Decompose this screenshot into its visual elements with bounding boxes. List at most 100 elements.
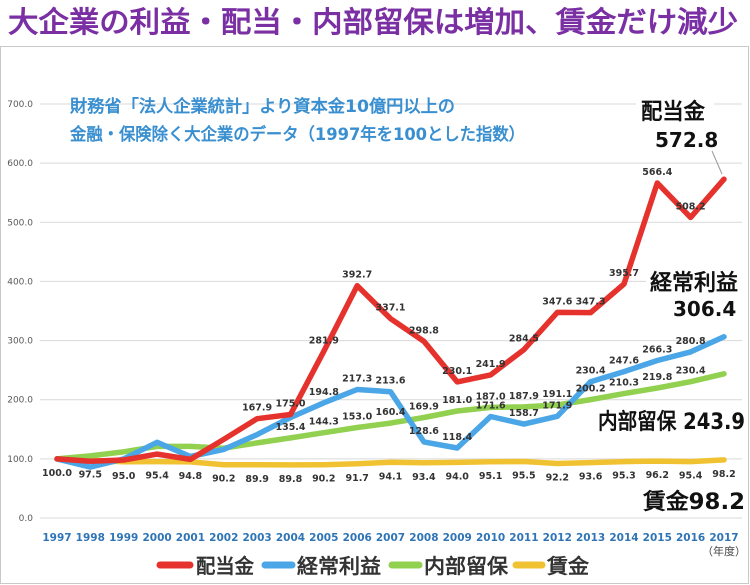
data-label-wages-2015: 96.2: [646, 470, 669, 481]
data-label-dividends-2010: 241.9: [476, 359, 506, 370]
callout-wages: 賃金98.2: [642, 489, 745, 515]
callout-background-retained-earnings: [594, 410, 748, 434]
data-label-ordinary-profit-2012: 171.9: [542, 400, 572, 411]
y-tick-label-700: 700.0: [7, 100, 33, 110]
x-tick-label-2010: 2010: [476, 532, 505, 544]
data-label-retained-earnings-2012: 191.1: [542, 389, 572, 400]
chart-title: 大企業の利益・配当・内部留保は増加、賃金だけ減少: [8, 5, 738, 39]
legend-label-retained-earnings: 内部留保: [424, 554, 509, 578]
callout-background-ordinary-profit: [646, 268, 742, 322]
data-label-retained-earnings-2014: 210.3: [609, 378, 639, 389]
series-lines: [54, 176, 727, 470]
data-label-dividends-2004: 175.0: [275, 399, 305, 410]
data-label-dividends-2009: 230.1: [442, 366, 472, 377]
data-label-dividends-2011: 284.5: [509, 334, 539, 345]
data-label-retained-earnings-2015: 219.8: [642, 372, 672, 383]
data-label-dividends-2016: 508.2: [676, 201, 706, 212]
data-label-wages-1997: 100.0: [42, 468, 72, 479]
x-tick-label-2000: 2000: [142, 532, 171, 544]
callout-retained-earnings: 内部留保 243.9: [598, 409, 745, 435]
data-label-wages-2012: 92.2: [546, 473, 569, 484]
x-tick-label-2003: 2003: [242, 532, 271, 544]
x-tick-label-2005: 2005: [309, 532, 338, 544]
data-label-ordinary-profit-2008: 128.6: [409, 426, 439, 437]
x-tick-label-2015: 2015: [643, 532, 672, 544]
legend-label-dividends: 配当金: [196, 554, 255, 578]
legend-label-ordinary-profit: 経常利益: [297, 554, 381, 578]
data-label-wages-2002: 90.2: [212, 474, 235, 485]
data-label-dividends-2012: 347.6: [542, 296, 572, 307]
data-label-wages-2004: 89.8: [279, 474, 303, 485]
x-tick-label-2004: 2004: [276, 532, 305, 544]
callout-dividends-name: 配当金: [641, 99, 706, 125]
series-line-ordinary-profit: [54, 334, 727, 470]
y-tick-label-600: 600.0: [7, 159, 33, 169]
data-label-retained-earnings-2005: 144.3: [309, 417, 339, 428]
x-tick-label-2011: 2011: [509, 532, 538, 544]
data-label-dividends-2005: 281.9: [309, 335, 339, 346]
data-label-ordinary-profit-2016: 280.8: [676, 336, 706, 347]
data-label-wages-2005: 90.2: [312, 474, 335, 485]
callout-background-wages: [640, 490, 748, 514]
x-tick-label-2014: 2014: [609, 532, 638, 544]
x-tick-label-2012: 2012: [543, 532, 572, 544]
callout-dividends-leader: [711, 150, 723, 175]
y-tick-label-0: 0.0: [19, 514, 34, 524]
data-label-dividends-2007: 337.1: [375, 303, 405, 314]
x-tick-label-2007: 2007: [376, 532, 405, 544]
data-label-retained-earnings-2010: 187.0: [476, 391, 506, 402]
data-label-retained-earnings-2006: 153.0: [342, 412, 372, 423]
y-tick-label-300: 300.0: [7, 337, 33, 347]
data-label-ordinary-profit-2013: 230.4: [576, 366, 606, 377]
legend: 配当金 経常利益 内部留保 賃金: [156, 554, 590, 578]
data-label-dividends-2008: 298.8: [409, 325, 439, 336]
data-label-wages-2000: 95.4: [145, 471, 169, 482]
x-tick-label-2017: 2017: [709, 532, 738, 544]
x-axis-label: （年度）: [702, 544, 746, 558]
data-label-retained-earnings-2009: 181.0: [442, 395, 472, 406]
callout-dividends-value: 572.8: [655, 128, 718, 152]
x-tick-label-2006: 2006: [343, 532, 372, 544]
y-tick-label-100: 100.0: [7, 455, 33, 465]
x-tick-label-2001: 2001: [176, 532, 205, 544]
y-axis-tick-labels: 0.0 100.0 200.0 300.0 400.0 500.0 600.0 700.0: [7, 100, 33, 524]
data-label-retained-earnings-2008: 169.9: [409, 402, 439, 413]
data-label-wages-2011: 95.5: [512, 471, 535, 482]
data-label-wages-2006: 91.7: [345, 473, 368, 484]
data-label-wages-2013: 93.6: [579, 472, 603, 483]
x-tick-label-1997: 1997: [42, 532, 71, 544]
data-label-ordinary-profit-2006: 217.3: [342, 374, 372, 385]
x-tick-label-2009: 2009: [443, 532, 472, 544]
data-label-ordinary-profit-2010: 171.6: [476, 401, 506, 412]
x-tick-label-2016: 2016: [676, 532, 705, 544]
data-label-ordinary-profit-2005: 194.8: [309, 387, 339, 398]
subtitle-line-2: 金融・保険除く大企業のデータ（1997年を100とした指数）: [69, 124, 525, 145]
data-label-retained-earnings-2016: 230.4: [676, 366, 706, 377]
data-label-wages-2016: 95.4: [679, 471, 703, 482]
callout-ordinary-profit-value: 306.4: [673, 297, 736, 321]
data-label-retained-earnings-2013: 200.2: [576, 384, 606, 395]
data-label-wages-2017: 98.2: [712, 469, 735, 480]
data-label-ordinary-profit-2011: 158.7: [509, 408, 539, 419]
data-label-retained-earnings-2004: 135.4: [275, 422, 305, 433]
data-labels: 167.9 175.0 281.9 392.7 337.1 298.8 230.1 241.9…: [42, 167, 736, 485]
data-label-ordinary-profit-2007: 213.6: [375, 376, 405, 387]
subtitle-line-1: 財務省「法人企業統計」より資本金10億円以上の: [69, 96, 455, 117]
callout-ordinary-profit-name: 経常利益: [650, 270, 738, 296]
data-label-wages-1999: 95.0: [112, 471, 136, 482]
series-line-wages: [54, 456, 727, 468]
data-label-wages-1998: 97.5: [79, 469, 102, 480]
data-label-wages-2010: 95.1: [479, 471, 502, 482]
data-label-wages-2008: 93.4: [412, 472, 436, 483]
callout-background-dividends: [636, 96, 714, 152]
y-tick-label-500: 500.0: [7, 218, 33, 228]
data-label-ordinary-profit-2009: 118.4: [442, 432, 472, 443]
data-label-wages-2014: 95.3: [612, 471, 635, 482]
data-label-retained-earnings-2011: 187.9: [509, 391, 539, 402]
data-label-dividends-2006: 392.7: [342, 270, 372, 281]
y-tick-label-400: 400.0: [7, 277, 33, 287]
data-label-retained-earnings-2007: 160.4: [375, 407, 405, 418]
data-label-ordinary-profit-2014: 247.6: [609, 356, 639, 367]
x-tick-label-2013: 2013: [576, 532, 605, 544]
